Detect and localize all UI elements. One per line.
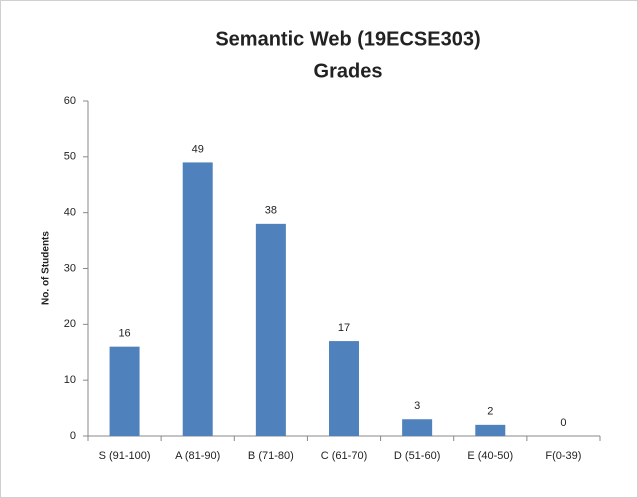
data-label: 16 xyxy=(118,328,130,340)
x-tick-label: A (81-90) xyxy=(175,450,220,462)
x-tick-label: B (71-80) xyxy=(248,450,294,462)
x-tick-label: D (51-60) xyxy=(394,450,440,462)
data-label: 2 xyxy=(487,406,493,418)
data-label: 0 xyxy=(560,417,566,429)
bar xyxy=(475,424,506,436)
y-tick-label: 10 xyxy=(64,374,76,386)
data-label: 3 xyxy=(414,400,420,412)
x-tick-label: F(0-39) xyxy=(545,450,581,462)
x-tick-label: C (61-70) xyxy=(321,450,367,462)
bar xyxy=(329,341,359,436)
bar xyxy=(255,223,286,436)
x-tick-label: S (91-100) xyxy=(99,450,151,462)
y-tick-label: 40 xyxy=(64,207,76,219)
chart-title: Semantic Web (19ECSE303) xyxy=(215,28,480,50)
y-tick-label: 20 xyxy=(64,318,76,330)
x-tick-label: E (40-50) xyxy=(467,450,513,462)
bar xyxy=(402,419,433,436)
data-label: 49 xyxy=(192,143,204,155)
y-tick-label: 50 xyxy=(64,151,76,163)
y-axis-label: No. of Students xyxy=(41,231,52,305)
y-tick-label: 60 xyxy=(64,95,76,107)
chart-title: Grades xyxy=(314,60,383,82)
y-tick-label: 0 xyxy=(70,430,76,442)
bar xyxy=(182,162,213,436)
bar xyxy=(109,346,140,436)
data-label: 38 xyxy=(265,205,277,217)
data-label: 17 xyxy=(338,322,350,334)
y-tick-label: 30 xyxy=(64,262,76,274)
